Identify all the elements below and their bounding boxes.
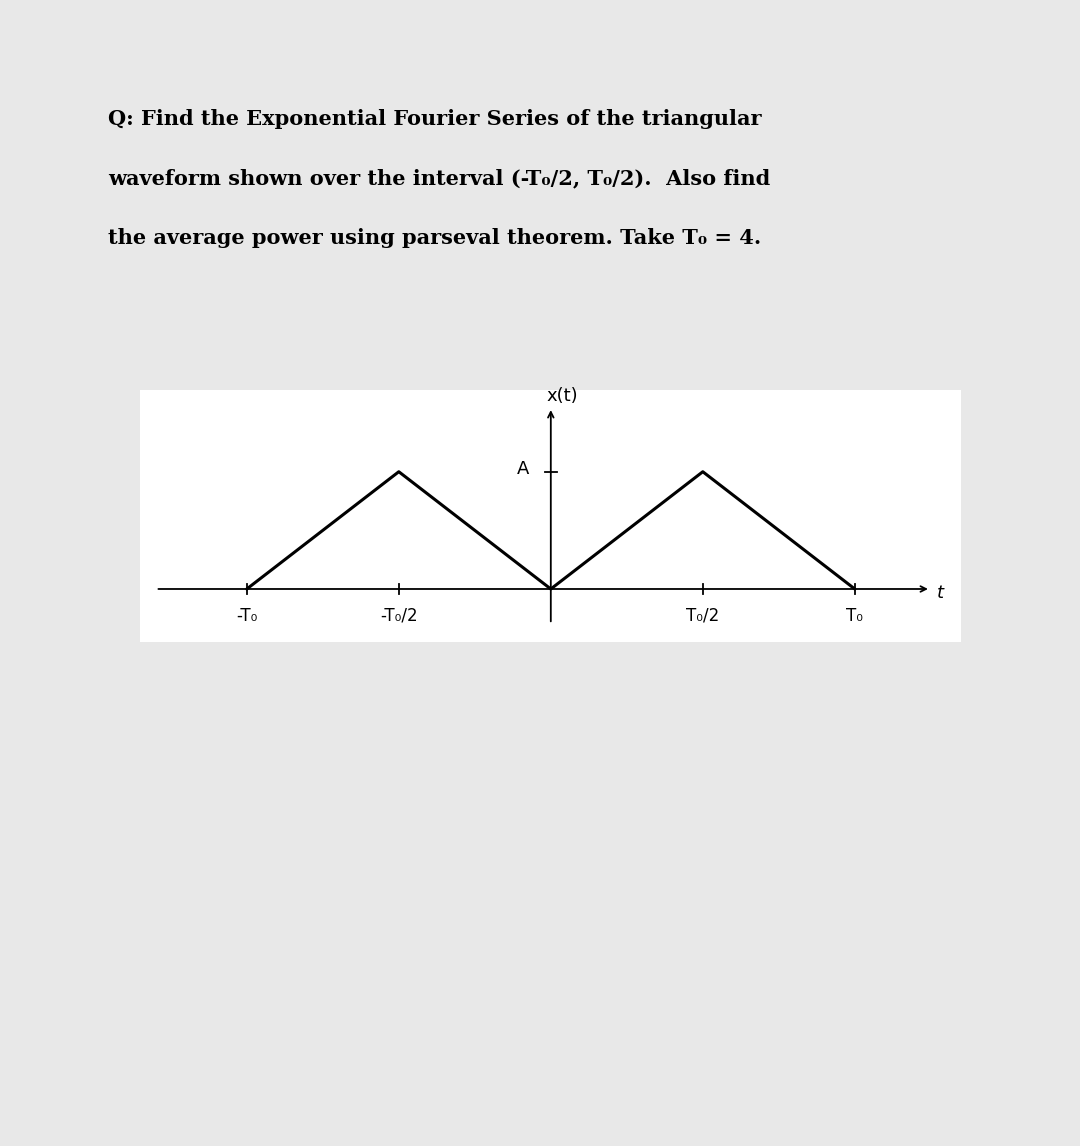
Text: Q: Find the Exponential Fourier Series of the triangular: Q: Find the Exponential Fourier Series o…	[108, 109, 761, 128]
Text: A: A	[517, 461, 529, 478]
Text: waveform shown over the interval (-T₀/2, T₀/2).  Also find: waveform shown over the interval (-T₀/2,…	[108, 168, 770, 188]
Text: T₀/2: T₀/2	[686, 606, 719, 625]
Text: -T₀: -T₀	[237, 606, 257, 625]
Text: x(t): x(t)	[546, 386, 578, 405]
Text: the average power using parseval theorem. Take T₀ = 4.: the average power using parseval theorem…	[108, 228, 761, 248]
Text: t: t	[936, 583, 944, 602]
Text: -T₀/2: -T₀/2	[380, 606, 418, 625]
Text: T₀: T₀	[847, 606, 863, 625]
